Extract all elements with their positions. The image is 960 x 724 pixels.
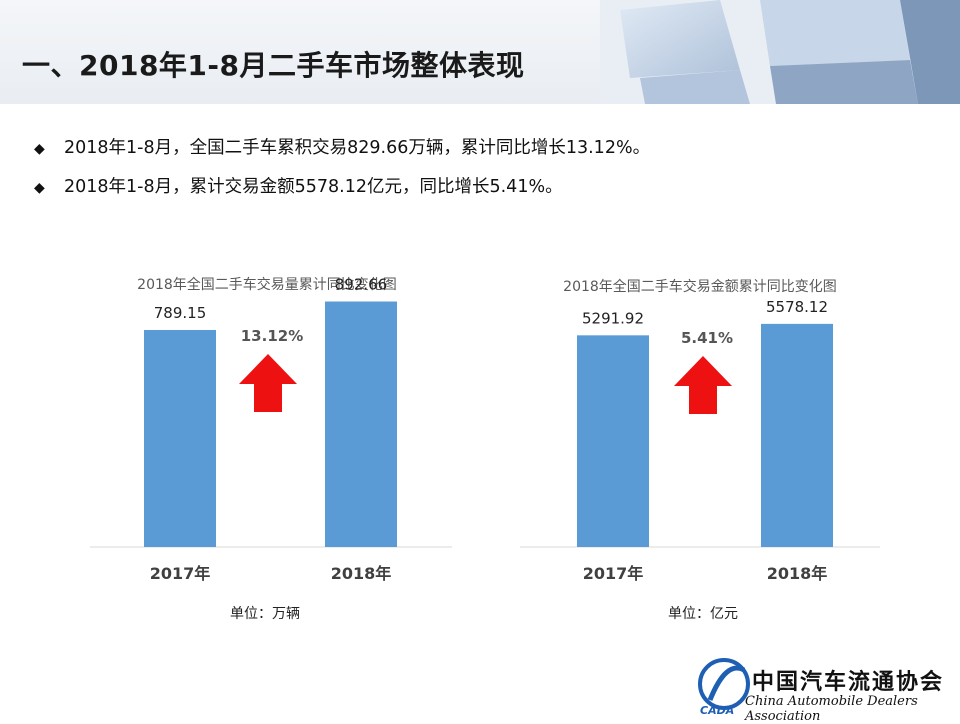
data-label: 892.66 (335, 276, 388, 294)
chart-title: 2018年全国二手车交易量累计同比变化图 (137, 276, 397, 293)
data-label: 5291.92 (582, 309, 644, 327)
growth-percent-label: 5.41% (681, 329, 733, 347)
bar (325, 301, 397, 547)
chart-title: 2018年全国二手车交易金额累计同比变化图 (563, 278, 837, 295)
bullet-text: 2018年1-8月，累计交易金额5578.12亿元，同比增长5.41%。 (64, 177, 563, 197)
category-tick-label: 2018年 (331, 564, 392, 583)
header-cubes-image (600, 0, 960, 104)
logo-mark: CADA (700, 704, 734, 717)
growth-percent-label: 13.12% (241, 327, 303, 345)
cada-logo: CADA (698, 658, 750, 717)
bar (761, 323, 833, 547)
bullet-item: ◆ 2018年1-8月，累计交易金额5578.12亿元，同比增长5.41%。 (34, 173, 563, 198)
category-tick-label: 2017年 (583, 564, 644, 583)
unit-label: 单位：万辆 (230, 606, 300, 622)
diamond-bullet-icon: ◆ (34, 141, 45, 157)
header-band: 一、2018年1-8月二手车市场整体表现 (0, 0, 960, 104)
diamond-bullet-icon: ◆ (34, 180, 45, 196)
bullet-item: ◆ 2018年1-8月，全国二手车累积交易829.66万辆，累计同比增长13.12… (34, 134, 650, 159)
data-label: 5578.12 (766, 298, 828, 316)
category-tick-label: 2017年 (150, 564, 211, 583)
bar (577, 335, 649, 547)
bullet-text: 2018年1-8月，全国二手车累积交易829.66万辆，累计同比增长13.12%… (64, 138, 651, 158)
unit-label: 单位：亿元 (668, 606, 738, 622)
bar (144, 329, 216, 547)
growth-arrow-icon (239, 354, 297, 412)
page-title: 一、2018年1-8月二手车市场整体表现 (22, 49, 525, 82)
category-tick-label: 2018年 (767, 564, 828, 583)
growth-arrow-icon (674, 356, 732, 414)
association-name-cn: 中国汽车流通协会 (752, 669, 945, 695)
data-label: 789.15 (154, 304, 207, 322)
